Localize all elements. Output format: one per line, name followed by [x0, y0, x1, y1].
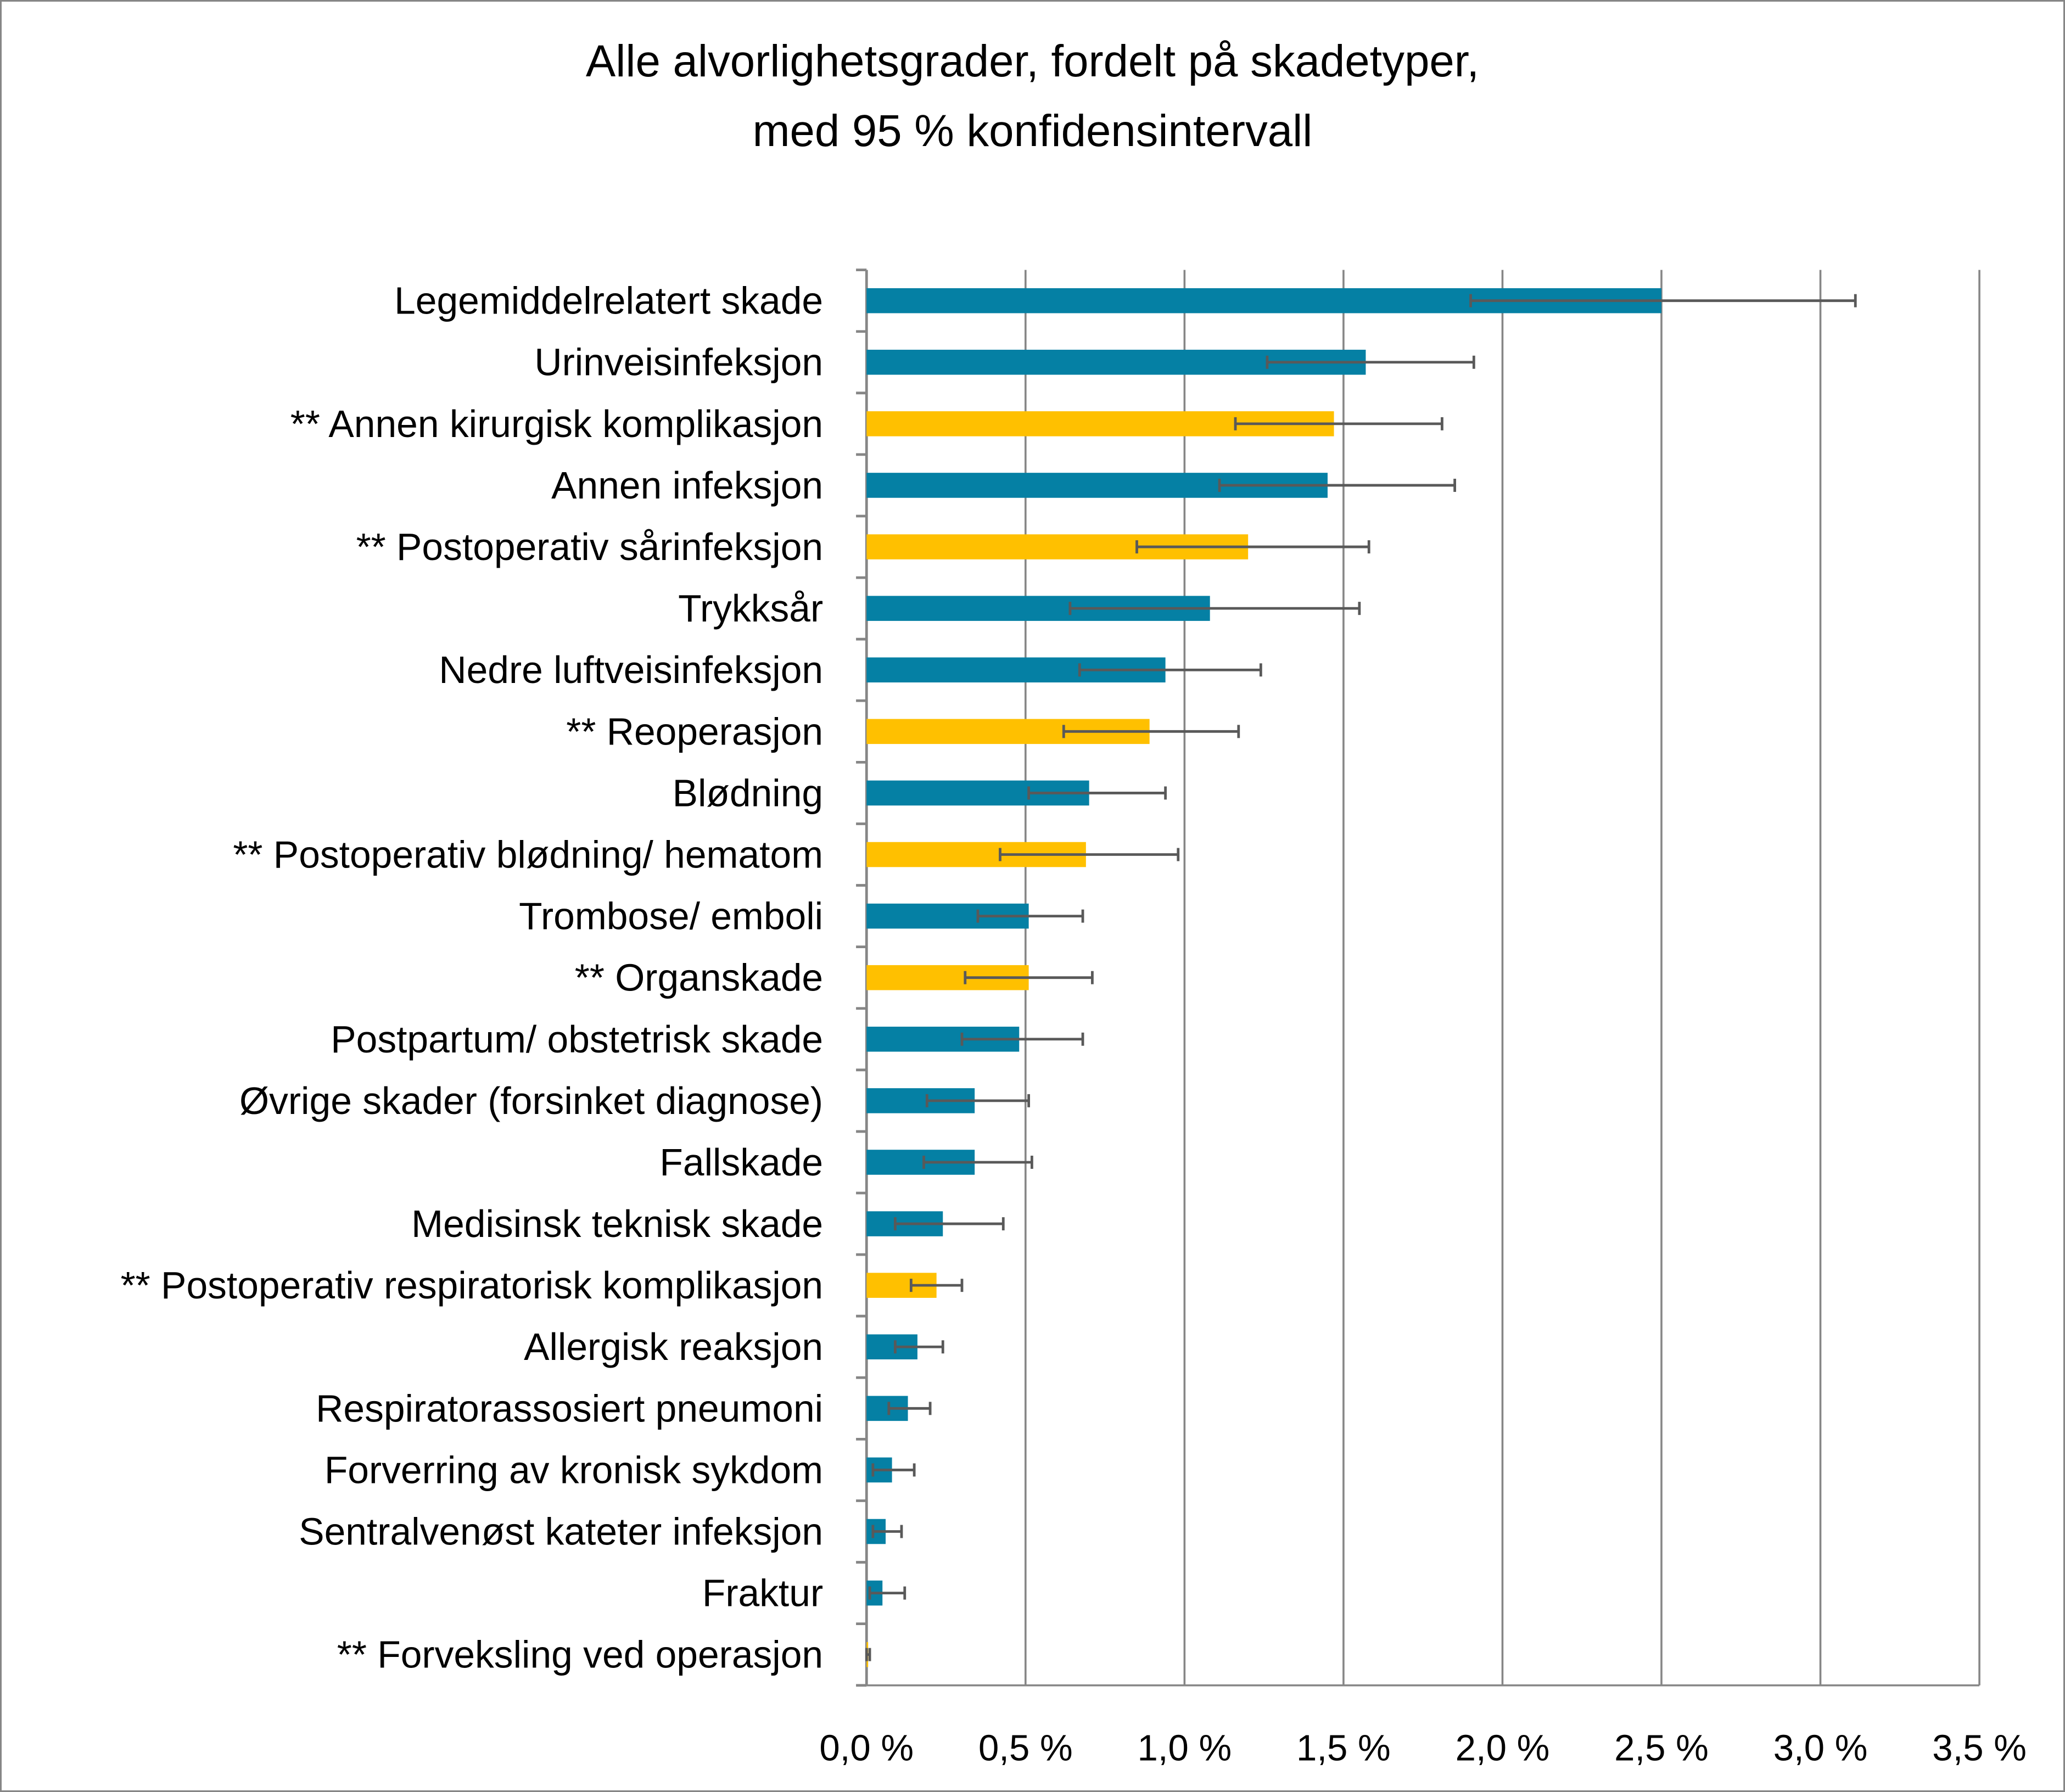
category-label: Annen infeksjon: [551, 464, 823, 507]
category-label: Respiratorassosiert pneumoni: [316, 1387, 823, 1430]
chart-title-line-1: Alle alvorlighetsgrader, fordelt på skad…: [586, 36, 1479, 86]
category-label: Trykksår: [678, 587, 823, 630]
category-label: Øvrige skader (forsinket diagnose): [239, 1079, 823, 1122]
x-tick-label: 2,0 %: [1456, 1727, 1550, 1768]
category-label: Urinveisinfeksjon: [534, 341, 823, 384]
category-label: Forverring av kronisk sykdom: [324, 1448, 823, 1491]
category-label: Medisinsk teknisk skade: [411, 1202, 823, 1245]
x-tick-label: 3,0 %: [1773, 1727, 1868, 1768]
category-label: Legemiddelrelatert skade: [394, 279, 823, 322]
category-label: ** Postoperativ blødning/ hematom: [233, 833, 823, 876]
x-tick-label: 1,0 %: [1138, 1727, 1232, 1768]
category-label: Trombose/ emboli: [519, 895, 823, 938]
chart-title-line-2: med 95 % konfidensintervall: [753, 106, 1313, 156]
x-tick-label: 0,5 %: [978, 1727, 1073, 1768]
x-tick-label: 0,0 %: [819, 1727, 914, 1768]
category-label: ** Organskade: [575, 956, 823, 999]
x-tick-label: 2,5 %: [1614, 1727, 1709, 1768]
x-tick-label: 1,5 %: [1296, 1727, 1391, 1768]
category-label: Allergisk reaksjon: [524, 1325, 823, 1368]
category-label: ** Postoperativ respiratorisk komplikasj…: [121, 1264, 824, 1307]
category-label: ** Forveksling ved operasjon: [337, 1633, 823, 1676]
category-label: ** Reoperasjon: [566, 710, 823, 753]
category-label: Fallskade: [659, 1141, 823, 1184]
category-label: Fraktur: [702, 1572, 823, 1615]
category-label: Blødning: [673, 771, 824, 814]
category-label: ** Annen kirurgisk komplikasjon: [290, 402, 823, 445]
category-label: Nedre luftveisinfeksjon: [439, 648, 823, 691]
x-tick-label: 3,5 %: [1932, 1727, 2027, 1768]
category-label: ** Postoperativ sårinfeksjon: [356, 525, 824, 568]
category-label: Postpartum/ obstetrisk skade: [331, 1018, 823, 1061]
category-label: Sentralvenøst kateter infeksjon: [299, 1510, 823, 1553]
